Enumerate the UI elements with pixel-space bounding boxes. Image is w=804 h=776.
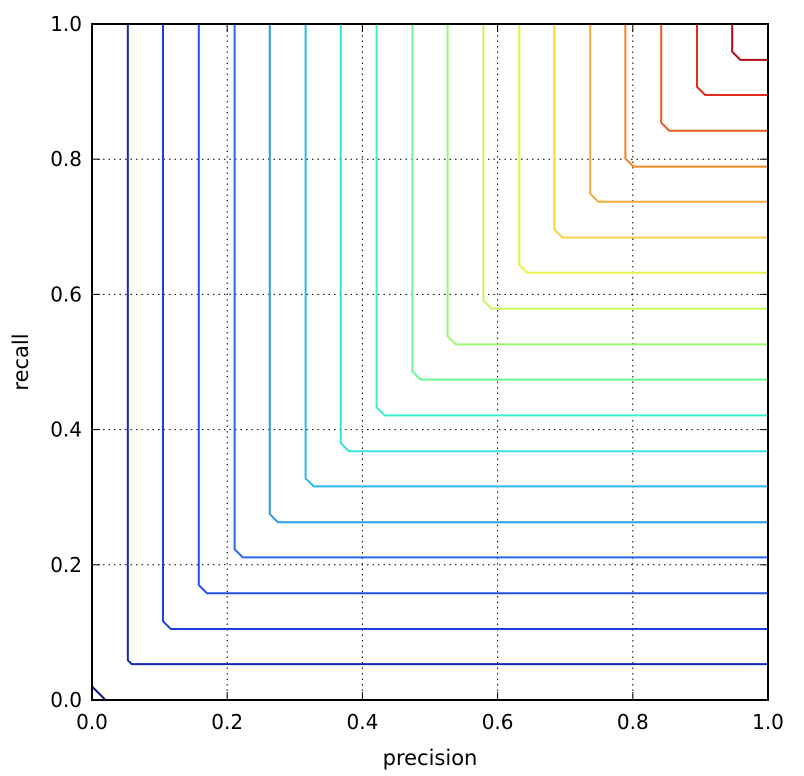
x-tick-label: 0.0 bbox=[76, 710, 108, 734]
contour-lines bbox=[91, 24, 768, 701]
x-tick-label: 0.8 bbox=[617, 710, 649, 734]
contour-line bbox=[233, 24, 768, 559]
contour-line bbox=[375, 24, 768, 417]
plot-area bbox=[92, 24, 768, 700]
x-tick-label: 0.2 bbox=[211, 710, 243, 734]
contour-line bbox=[518, 24, 768, 274]
contour-line bbox=[446, 24, 768, 346]
contour-line bbox=[589, 24, 768, 203]
x-axis-ticks: 0.0 0.2 0.4 0.6 0.8 1.0 bbox=[76, 24, 784, 734]
axes-frame bbox=[91, 23, 769, 701]
plot-frame bbox=[91, 23, 769, 701]
x-tick-label: 1.0 bbox=[752, 710, 784, 734]
contour-line bbox=[304, 24, 768, 488]
y-tick-label: 0.4 bbox=[50, 418, 82, 442]
x-tick-label: 0.4 bbox=[346, 710, 378, 734]
x-tick-label: 0.6 bbox=[482, 710, 514, 734]
contour-line bbox=[553, 24, 768, 239]
contour-line bbox=[197, 24, 768, 595]
contour-line bbox=[161, 24, 768, 631]
contour-line bbox=[482, 24, 768, 310]
y-axis-label: recall bbox=[9, 333, 33, 390]
plot-background bbox=[92, 24, 768, 700]
y-tick-label: 0.2 bbox=[50, 553, 82, 577]
contour-line bbox=[339, 24, 768, 453]
contour-line bbox=[696, 24, 768, 96]
contour-line bbox=[126, 24, 768, 666]
contour-line bbox=[91, 685, 107, 701]
contour-line bbox=[731, 24, 768, 61]
contour-line bbox=[268, 24, 768, 524]
contour-line bbox=[624, 24, 768, 168]
y-tick-label: 0.0 bbox=[50, 688, 82, 712]
y-tick-label: 0.8 bbox=[50, 147, 82, 171]
contour-line bbox=[411, 24, 768, 381]
contour-line bbox=[660, 24, 768, 132]
y-tick-label: 1.0 bbox=[50, 12, 82, 36]
y-tick-label: 0.6 bbox=[50, 282, 82, 306]
y-axis-ticks: 0.0 0.2 0.4 0.6 0.8 1.0 bbox=[50, 12, 768, 712]
x-axis-label: precision bbox=[383, 746, 478, 770]
